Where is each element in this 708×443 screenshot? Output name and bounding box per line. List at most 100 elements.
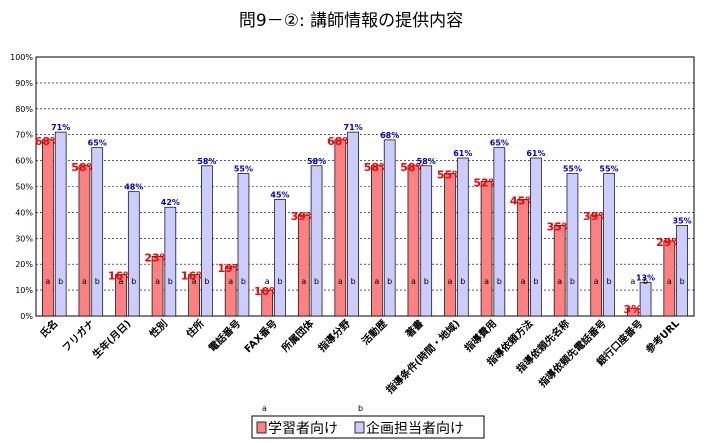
x-tick-label: 電話番号 [206,317,243,354]
data-label-planners: 65% [490,139,509,148]
bar-learners [444,173,456,317]
bar-tag: a [265,277,270,286]
legend: a b 学習者向け 企画担当者向け [251,404,485,439]
bar-tag: a [301,277,306,286]
bar-tag: b [314,277,319,286]
bar-planners [530,157,542,317]
data-label-learners: 58% [71,161,97,174]
bar-tag: b [168,277,173,286]
x-tick-label: 住所 [183,317,206,340]
y-tick-label: 10% [15,286,33,295]
data-label-learners: 39% [583,210,609,223]
data-label-planners: 71% [51,123,70,132]
data-label-learners: 58% [400,161,426,174]
data-label-planners: 48% [124,183,143,192]
data-label-planners: 61% [526,149,545,158]
data-label-learners: 19% [217,262,243,275]
bar-planners [127,191,140,317]
data-label-planners: 68% [380,131,399,140]
bar-tag: b [204,277,209,286]
legend-label-planners: 企画担当者向け [366,420,464,437]
bar-tag: b [387,277,392,286]
data-label-learners: 23% [144,251,170,264]
bar-planners [456,157,469,317]
x-tick-label: 氏名 [37,317,60,340]
bar-learners [590,214,603,317]
data-label-learners: 58% [364,161,390,174]
bar-tag: a [338,277,343,286]
x-tick-label: 性別 [146,317,170,341]
bar-learners [297,214,310,317]
data-label-planners: 45% [270,190,289,199]
data-label-planners: 71% [344,123,363,132]
bar-planners [676,225,688,317]
y-tick-label: 20% [15,260,33,269]
bar-planners [347,131,359,317]
gridlines [36,82,694,291]
bar-tag: b [58,277,63,286]
bar-learners [517,199,529,317]
bar-planners [310,165,323,317]
data-label-planners: 58% [197,157,216,166]
legend-box [251,415,485,439]
bar-planners [164,206,177,317]
bar-learners [78,165,91,317]
data-label-planners: 58% [307,157,326,166]
bar-learners [407,165,420,317]
bar-tag: a [557,277,562,286]
bar-learners [334,139,347,317]
data-label-learners: 52% [473,176,499,189]
data-label-learners: 45% [510,194,536,207]
data-label-planners: 61% [453,149,472,158]
legend-label-learners: 学習者向け [268,421,338,437]
y-tick-label: 60% [15,157,33,166]
bar-tag: b [497,277,502,286]
bar-planners [566,173,579,317]
bar-tag: a [521,277,526,286]
legend-swatch-learners [256,421,267,434]
data-label-planners: 55% [563,165,582,174]
bar-learners [115,274,127,317]
y-axis-ticks: 0% 10% 20% 30% 40% 50% 60% 70% 80% 90% 100% [10,53,33,321]
bar-tag: b [241,277,246,286]
bar-planners [493,147,506,317]
y-tick-label: 0% [20,312,33,321]
bar-tag: b [95,277,100,286]
data-label-planners: 55% [599,165,618,174]
bar-tag: b [131,277,136,286]
y-tick-label: 90% [15,79,33,88]
data-label-planners: 13% [636,273,655,282]
data-label-learners: 55% [437,169,463,182]
bar-tag: a [667,277,672,286]
bar-planners [639,281,652,317]
bar-learners [371,165,383,317]
bar-tag: a [594,277,599,286]
data-label-planners: 55% [234,165,253,174]
bar-planners [383,139,396,317]
bar-planners [54,131,67,317]
bar-tag: b [424,277,429,286]
data-label-learners: 35% [546,220,572,233]
bar-tag: a [119,277,124,286]
bar-tag: b [351,277,356,286]
data-label-learners: 16% [181,270,207,283]
bar-tag: a [228,277,233,286]
x-tick-label: 指導分野 [315,317,352,354]
bar-tag: a [45,277,50,286]
data-label-learners: 10% [254,285,280,298]
bar-planners [91,147,104,317]
x-tick-label: 著書 [402,317,426,341]
data-label-planners: 35% [673,216,692,225]
data-label-learners: 68% [327,135,353,148]
data-label-learners: 16% [108,270,134,283]
bar-tag: a [484,277,489,286]
chart-title: 問9－②: 講師情報の提供内容 [239,11,463,31]
bar-tag: b [533,277,538,286]
bar-learners [553,225,566,317]
bar-learners [188,274,200,317]
bar-planners [420,165,433,317]
y-tick-label: 30% [15,234,33,243]
legend-tag-b: b [358,404,363,413]
y-tick-label: 80% [15,105,33,114]
